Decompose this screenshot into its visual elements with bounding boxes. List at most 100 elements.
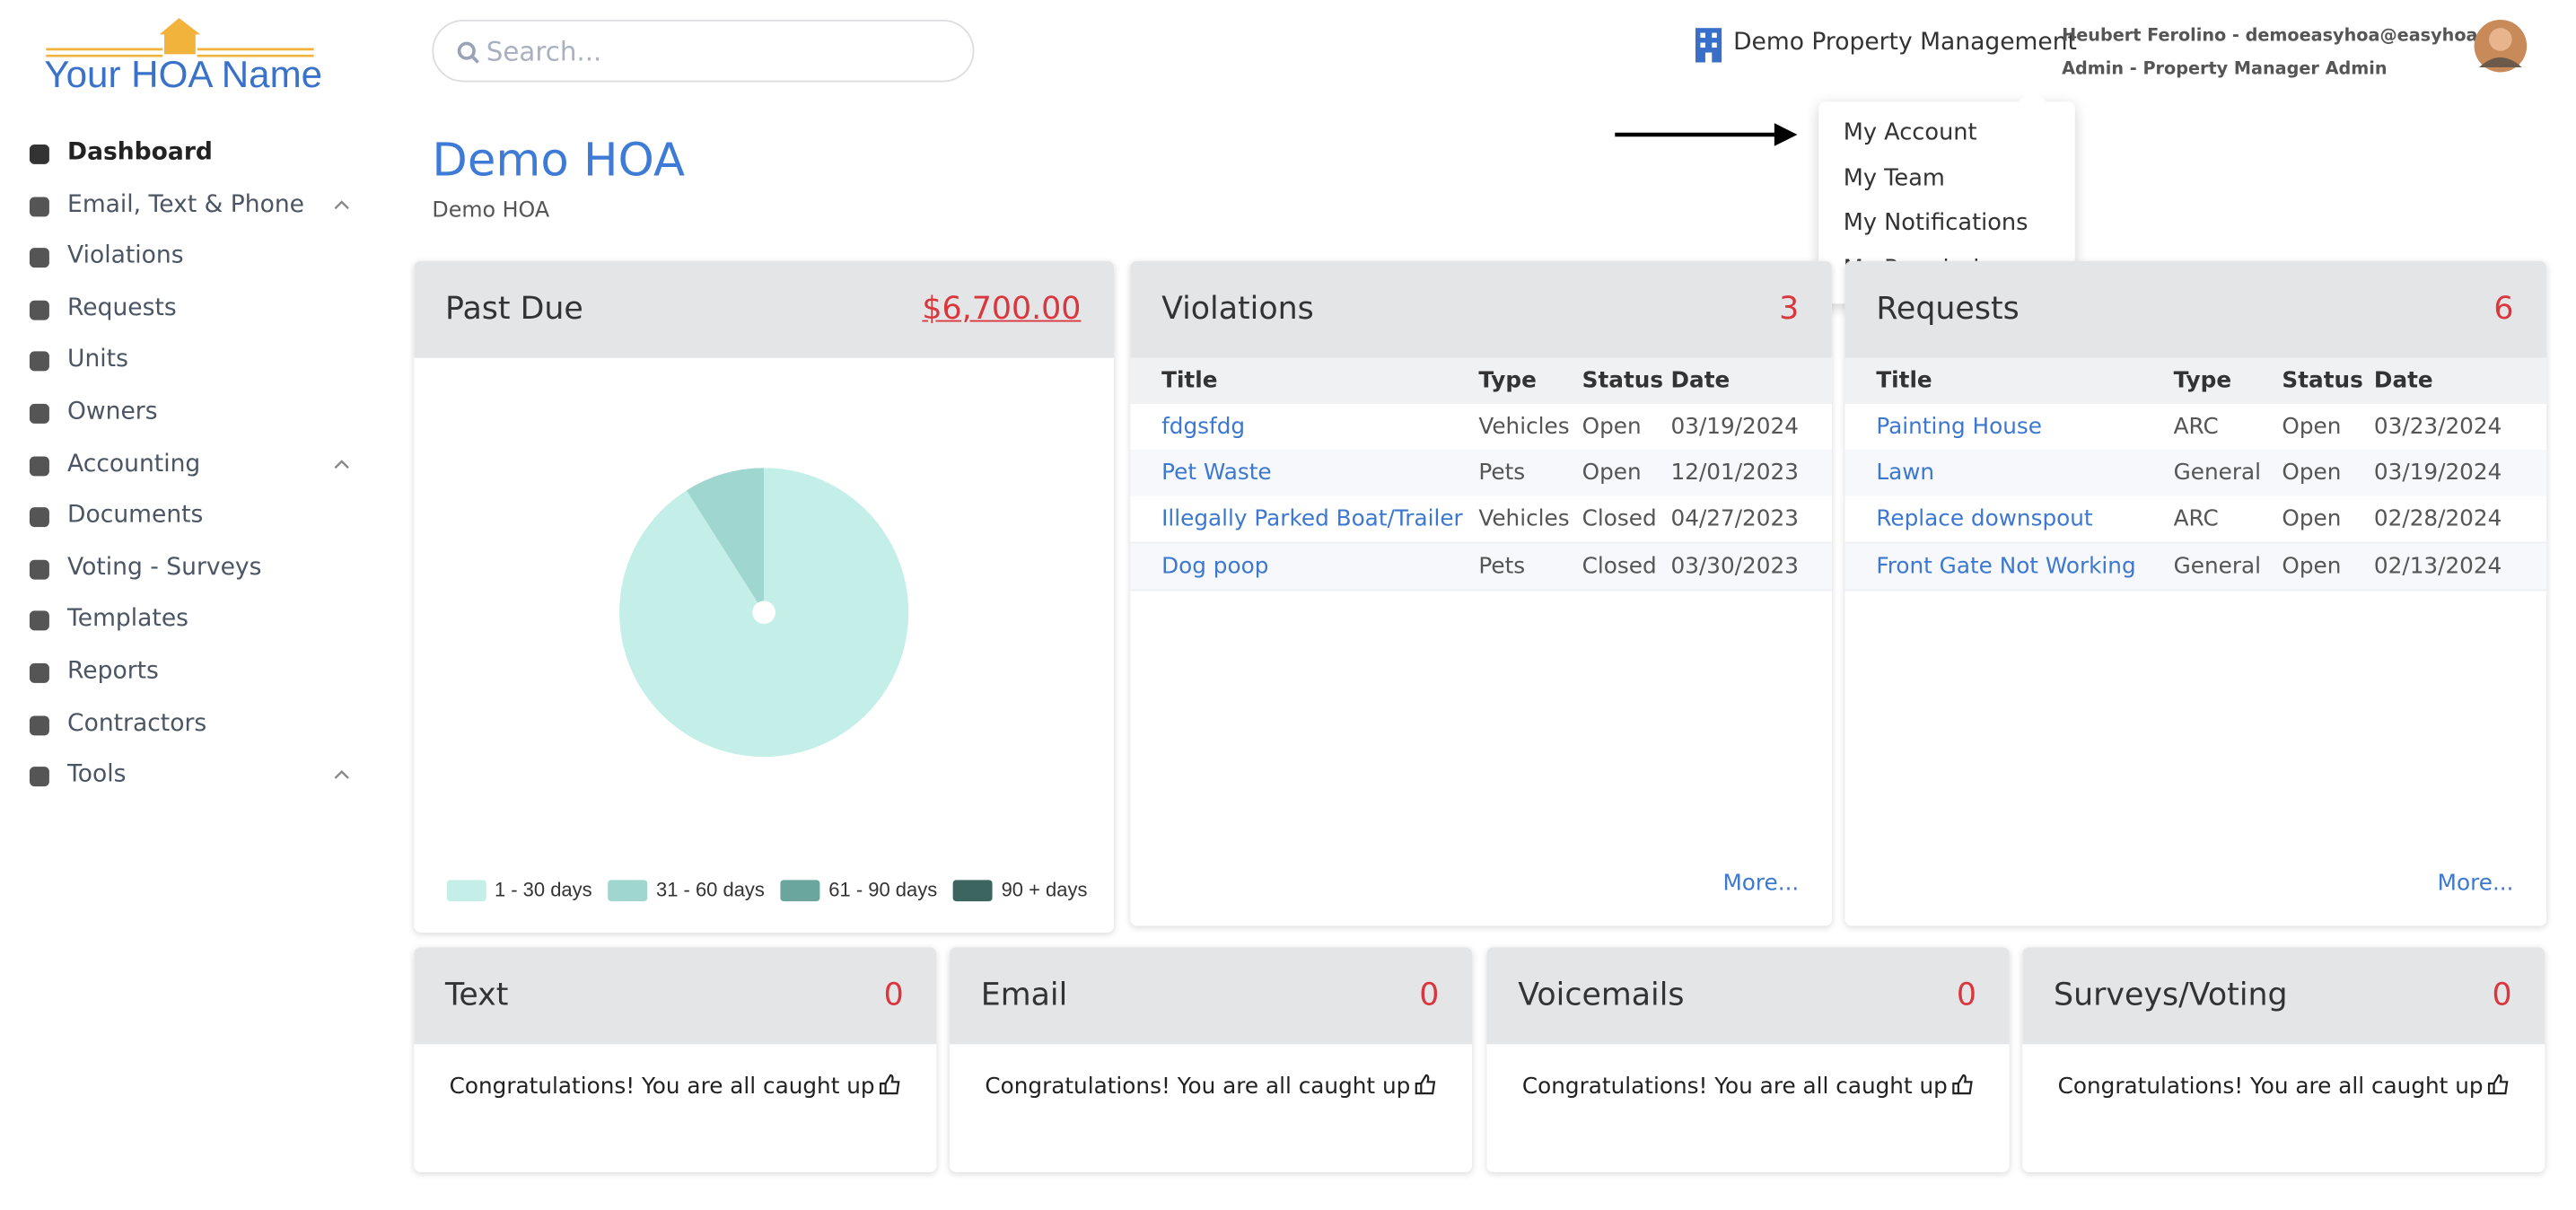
column-header: Title — [1876, 367, 1932, 394]
nav-icon — [29, 611, 49, 632]
building-icon — [1695, 28, 1722, 63]
nav-item[interactable]: Owners — [0, 394, 386, 434]
cell: 12/01/2023 — [1670, 460, 1799, 487]
nav-item[interactable]: Violations — [0, 239, 386, 278]
menu-item[interactable]: My Account — [1843, 119, 1977, 146]
nav-item[interactable]: Email, Text & Phone — [0, 187, 386, 226]
nav-label: Email, Text & Phone — [67, 191, 305, 218]
nav-label: Reports — [67, 658, 159, 685]
company-name[interactable]: Demo Property Management — [1733, 29, 2077, 57]
cell: Open — [2282, 413, 2342, 441]
past-due-amount[interactable]: $6,700.00 — [922, 290, 1082, 327]
row-link[interactable]: Front Gate Not Working — [1876, 552, 2136, 579]
card-header — [414, 947, 937, 1045]
nav-item[interactable]: Templates — [0, 601, 386, 641]
table-row — [1130, 542, 1832, 591]
table-row — [1844, 450, 2547, 498]
nav-item[interactable]: Accounting — [0, 446, 386, 486]
more-link[interactable]: More... — [2437, 870, 2514, 897]
list-card: Requests 6 Title Type Status Date Painting Hou… — [1844, 260, 2547, 926]
message: Congratulations! You are all caught up — [950, 1074, 1472, 1100]
row-link[interactable]: Lawn — [1876, 460, 1935, 487]
more-link[interactable]: More... — [1722, 870, 1800, 897]
icon-shape — [29, 715, 49, 735]
nav-icon — [29, 144, 49, 164]
user-name-email[interactable]: Heubert Ferolino - demoeasyhoa@easyhoa.c… — [2062, 26, 2525, 47]
list-card: Violations 3 Title Type Status Date fdgsfdg Veh… — [1130, 260, 1832, 926]
card-header — [1130, 260, 1832, 358]
icon-shape — [29, 352, 49, 373]
nav-label: Units — [67, 346, 128, 373]
row-link[interactable]: Painting House — [1876, 413, 2042, 441]
icon-shape — [29, 767, 49, 787]
nav-item[interactable]: Dashboard — [0, 135, 386, 174]
table-header — [1130, 357, 1832, 404]
legend-swatch — [781, 879, 821, 901]
nav-item[interactable]: Contractors — [0, 706, 386, 745]
thumbs-up-icon — [1415, 1074, 1437, 1095]
message: Congratulations! You are all caught up — [1487, 1074, 2010, 1100]
card-header — [949, 947, 1473, 1045]
nav-item[interactable]: Reports — [0, 653, 386, 693]
row-link[interactable]: fdgsfdg — [1161, 413, 1246, 441]
nav-item[interactable]: Voting - Surveys — [0, 549, 386, 589]
legend-item: 61 - 90 days — [781, 879, 937, 901]
column-header: Status — [2282, 367, 2363, 394]
menu-item[interactable]: My Notifications — [1843, 210, 2028, 237]
nav-icon — [29, 455, 49, 476]
cell: 02/28/2024 — [2373, 506, 2502, 533]
nav-item[interactable]: Requests — [0, 290, 386, 329]
card-header — [2022, 947, 2545, 1045]
card-title: Text — [445, 977, 509, 1013]
nav-item[interactable]: Units — [0, 342, 386, 381]
nav-item[interactable]: Documents — [0, 498, 386, 538]
pie-slice — [686, 468, 765, 613]
logo-graphic — [46, 18, 314, 57]
card-title: Email — [980, 977, 1068, 1013]
row-link[interactable]: Replace downspout — [1876, 506, 2093, 533]
icon-shape — [29, 403, 49, 424]
thumb — [2488, 1074, 2510, 1095]
nav-item[interactable]: Tools — [0, 758, 386, 797]
card-count: 0 — [883, 977, 904, 1013]
row-link[interactable]: Pet Waste — [1161, 460, 1272, 487]
card-title: Violations — [1161, 290, 1314, 327]
nav-label: Templates — [67, 606, 188, 633]
nav-label: Documents — [67, 503, 204, 530]
column-header: Type — [2173, 367, 2232, 394]
row-link[interactable]: Illegally Parked Boat/Trailer — [1161, 506, 1463, 533]
row-link[interactable]: Dog poop — [1161, 552, 1269, 579]
card-header — [414, 260, 1115, 358]
card-title: Past Due — [445, 290, 583, 327]
cell: 03/23/2024 — [2373, 413, 2502, 441]
card-count: 0 — [2492, 977, 2512, 1013]
legend-label: 31 - 60 days — [656, 878, 765, 902]
icon-shape — [29, 144, 49, 164]
cell: General — [2173, 460, 2262, 487]
pie-chart — [619, 468, 909, 758]
nav-icon — [29, 248, 49, 268]
icon-shape — [29, 196, 49, 216]
nav-label: Accounting — [67, 451, 201, 478]
page-subtitle: Demo HOA — [432, 198, 550, 224]
cell: 04/27/2023 — [1670, 506, 1799, 533]
icon-shape — [29, 559, 49, 580]
cell: Open — [2282, 506, 2342, 533]
card-count: 3 — [1779, 290, 1800, 327]
legend: 1 - 30 days 31 - 60 days 61 - 90 days 90 + … — [446, 878, 1088, 902]
nav-icon — [29, 352, 49, 373]
table-row — [1130, 496, 1832, 545]
cell: Open — [1582, 413, 1642, 441]
card-count: 0 — [1419, 977, 1440, 1013]
search-box[interactable]: Search... — [432, 19, 975, 83]
cell: Vehicles — [1478, 413, 1570, 441]
cell: 03/19/2024 — [1670, 413, 1799, 441]
legend-item: 1 - 30 days — [446, 879, 592, 901]
legend-item: 90 + days — [953, 879, 1087, 901]
cell: Pets — [1478, 552, 1526, 579]
avatar[interactable] — [2473, 18, 2528, 74]
pie-hole — [752, 601, 775, 625]
cell: Closed — [1582, 552, 1657, 579]
menu-item[interactable]: My Team — [1843, 164, 1945, 192]
